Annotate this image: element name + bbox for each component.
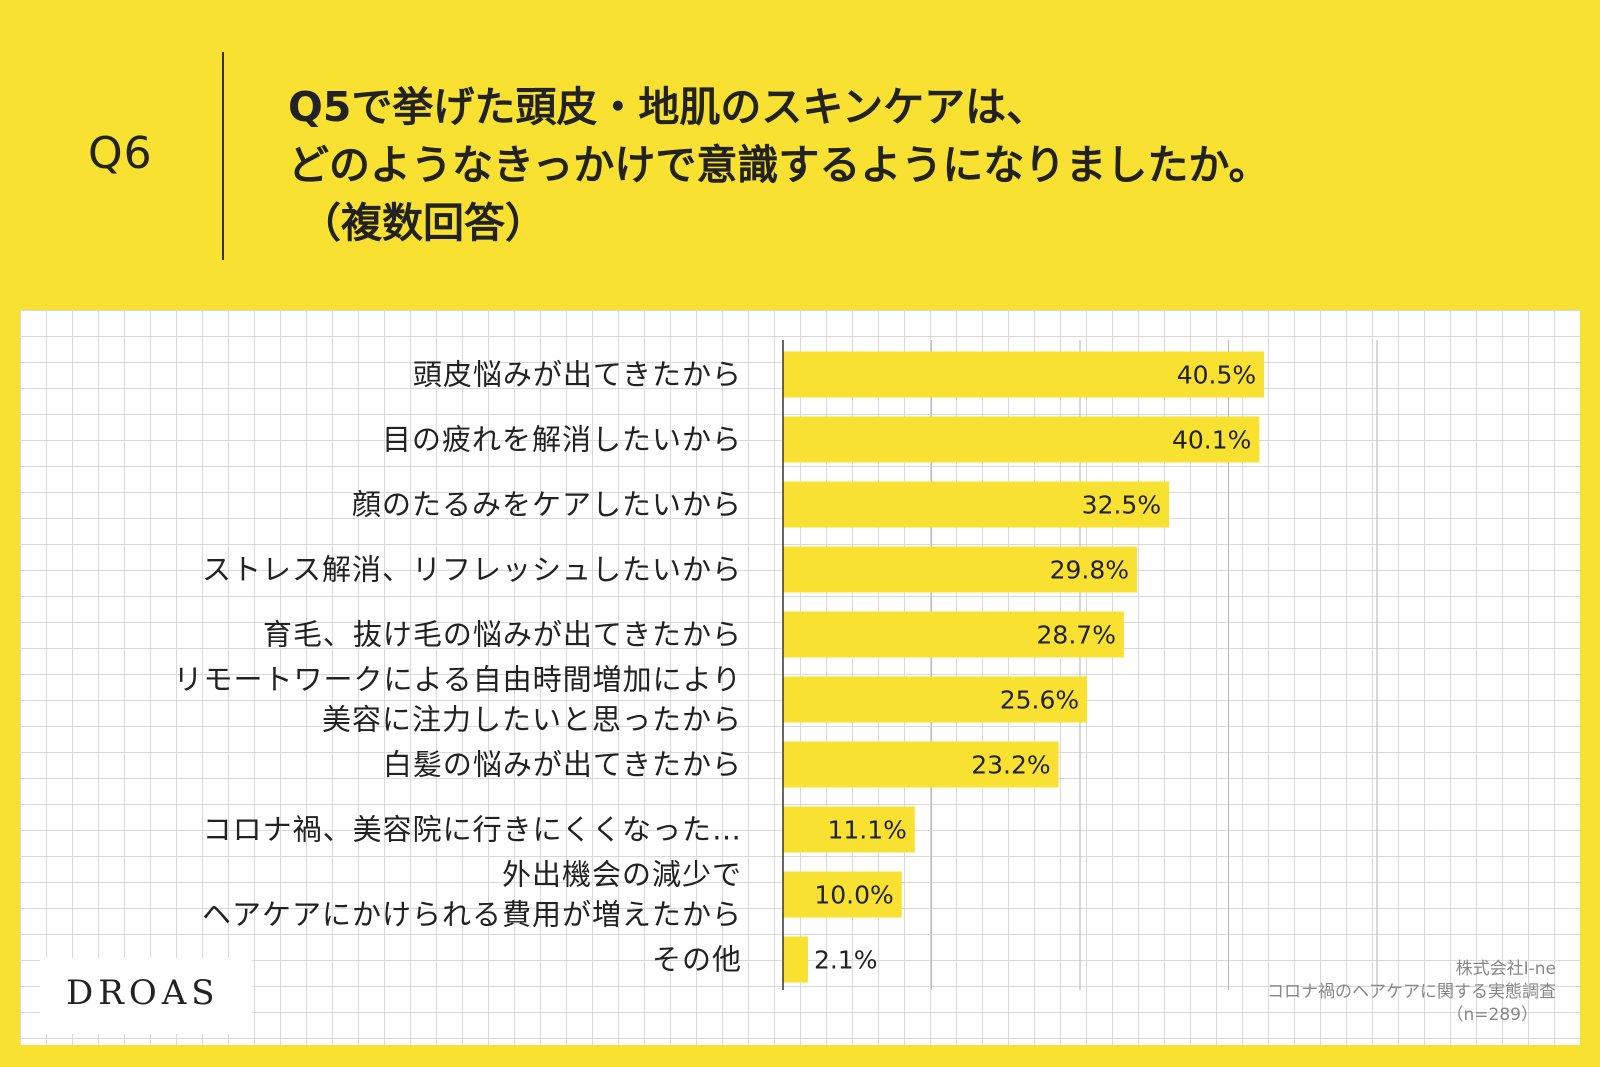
source-survey: コロナ禍のヘアケアに関する実態調査 bbox=[1267, 982, 1556, 1002]
question-line-2: どのようなきっかけで意識するようになりましたか。 bbox=[288, 141, 1270, 189]
question-number: Q6 bbox=[88, 128, 153, 179]
value-label: 2.1% bbox=[814, 946, 878, 975]
chart-panel: 40.5% 頭皮悩みが出てきたから 40.1% 目の疲れを解消したいから 32.5% 顔の… bbox=[20, 310, 1580, 1045]
bar bbox=[783, 546, 1138, 593]
category-label: 頭皮悩みが出てきたから bbox=[413, 358, 742, 392]
category-label: 育毛、抜け毛の悩みが出てきたから bbox=[263, 618, 742, 652]
logo-background bbox=[40, 958, 252, 1034]
bar bbox=[783, 416, 1260, 463]
bar-chart: 40.5% 頭皮悩みが出てきたから 40.1% 目の疲れを解消したいから 32.5% 顔の… bbox=[173, 340, 1378, 990]
header-divider bbox=[222, 52, 224, 260]
value-label: 32.5% bbox=[1082, 491, 1161, 520]
value-label: 10.0% bbox=[814, 881, 893, 910]
bar bbox=[783, 741, 1059, 788]
category-label: ヘアケアにかけられる費用が増えたから bbox=[202, 898, 742, 932]
value-label: 11.1% bbox=[827, 816, 906, 845]
bar bbox=[783, 871, 902, 918]
value-label: 40.5% bbox=[1177, 361, 1256, 390]
droas-logo: DROAS bbox=[66, 973, 220, 1013]
bar bbox=[783, 806, 915, 853]
category-label: 目の疲れを解消したいから bbox=[382, 423, 742, 457]
value-label: 25.6% bbox=[1000, 686, 1079, 715]
category-label: その他 bbox=[652, 943, 742, 977]
value-label: 40.1% bbox=[1172, 426, 1251, 455]
category-label: リモートワークによる自由時間増加により bbox=[173, 663, 742, 697]
bar bbox=[783, 936, 808, 983]
category-label: コロナ禍、美容院に行きにくくなった… bbox=[203, 813, 742, 847]
question-line-3: （複数回答） bbox=[300, 199, 546, 247]
bar bbox=[783, 611, 1124, 658]
source-company: 株式会社I-ne bbox=[1455, 959, 1556, 979]
source-sample-size: （n=289） bbox=[1446, 1005, 1538, 1025]
bar bbox=[783, 676, 1088, 723]
category-label: 白髪の悩みが出てきたから bbox=[383, 748, 742, 782]
value-label: 28.7% bbox=[1037, 621, 1116, 650]
source-note: 株式会社I-ne コロナ禍のヘアケアに関する実態調査 （n=289） bbox=[1267, 958, 1556, 1027]
category-label: 外出機会の減少で bbox=[502, 858, 742, 892]
category-label: 顔のたるみをケアしたいから bbox=[352, 488, 742, 522]
category-label: ストレス解消、リフレッシュしたいから bbox=[202, 553, 742, 587]
question-text: Q5で挙げた頭皮・地肌のスキンケアは、 どのようなきっかけで意識するようになりま… bbox=[288, 78, 1270, 252]
bar bbox=[783, 351, 1265, 398]
question-line-1: Q5で挙げた頭皮・地肌のスキンケアは、 bbox=[288, 83, 1048, 131]
value-label: 23.2% bbox=[971, 751, 1050, 780]
value-label: 29.8% bbox=[1050, 556, 1129, 585]
category-label: 美容に注力したいと思ったから bbox=[322, 703, 742, 737]
bar bbox=[783, 481, 1170, 528]
